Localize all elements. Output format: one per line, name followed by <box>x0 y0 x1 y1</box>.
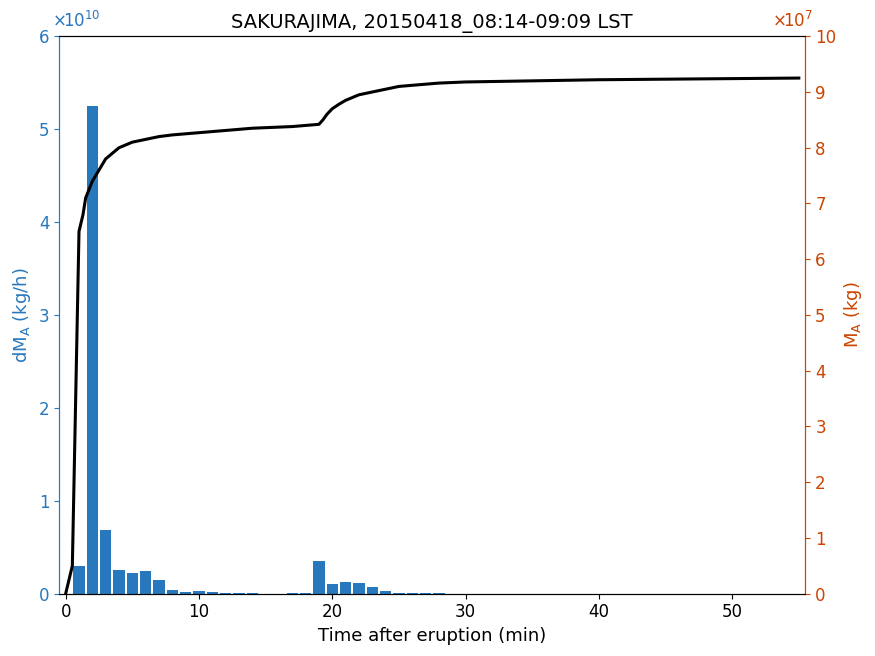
Text: $\times\!10^{10}$: $\times\!10^{10}$ <box>52 10 100 31</box>
Bar <box>127 573 138 594</box>
Bar <box>420 593 431 594</box>
Bar <box>100 531 111 594</box>
Bar <box>206 592 218 594</box>
Bar <box>393 592 404 594</box>
Bar <box>74 565 85 594</box>
Bar <box>180 592 192 594</box>
Bar <box>433 592 444 594</box>
Bar <box>166 590 178 594</box>
Text: $\times\!10^{7}$: $\times\!10^{7}$ <box>772 10 813 31</box>
X-axis label: Time after eruption (min): Time after eruption (min) <box>318 627 546 645</box>
Bar <box>153 580 164 594</box>
Bar <box>340 583 351 594</box>
Y-axis label: dM$_\mathrm{A}$ (kg/h): dM$_\mathrm{A}$ (kg/h) <box>11 267 33 363</box>
Bar <box>193 591 205 594</box>
Bar <box>367 587 378 594</box>
Bar <box>313 561 325 594</box>
Bar <box>140 571 151 594</box>
Bar <box>87 106 98 594</box>
Bar <box>114 570 124 594</box>
Bar <box>380 591 391 594</box>
Y-axis label: M$_\mathrm{A}$ (kg): M$_\mathrm{A}$ (kg) <box>842 281 864 348</box>
Title: SAKURAJIMA, 20150418_08:14-09:09 LST: SAKURAJIMA, 20150418_08:14-09:09 LST <box>231 14 634 33</box>
Bar <box>407 593 418 594</box>
Bar <box>326 584 338 594</box>
Bar <box>354 583 365 594</box>
